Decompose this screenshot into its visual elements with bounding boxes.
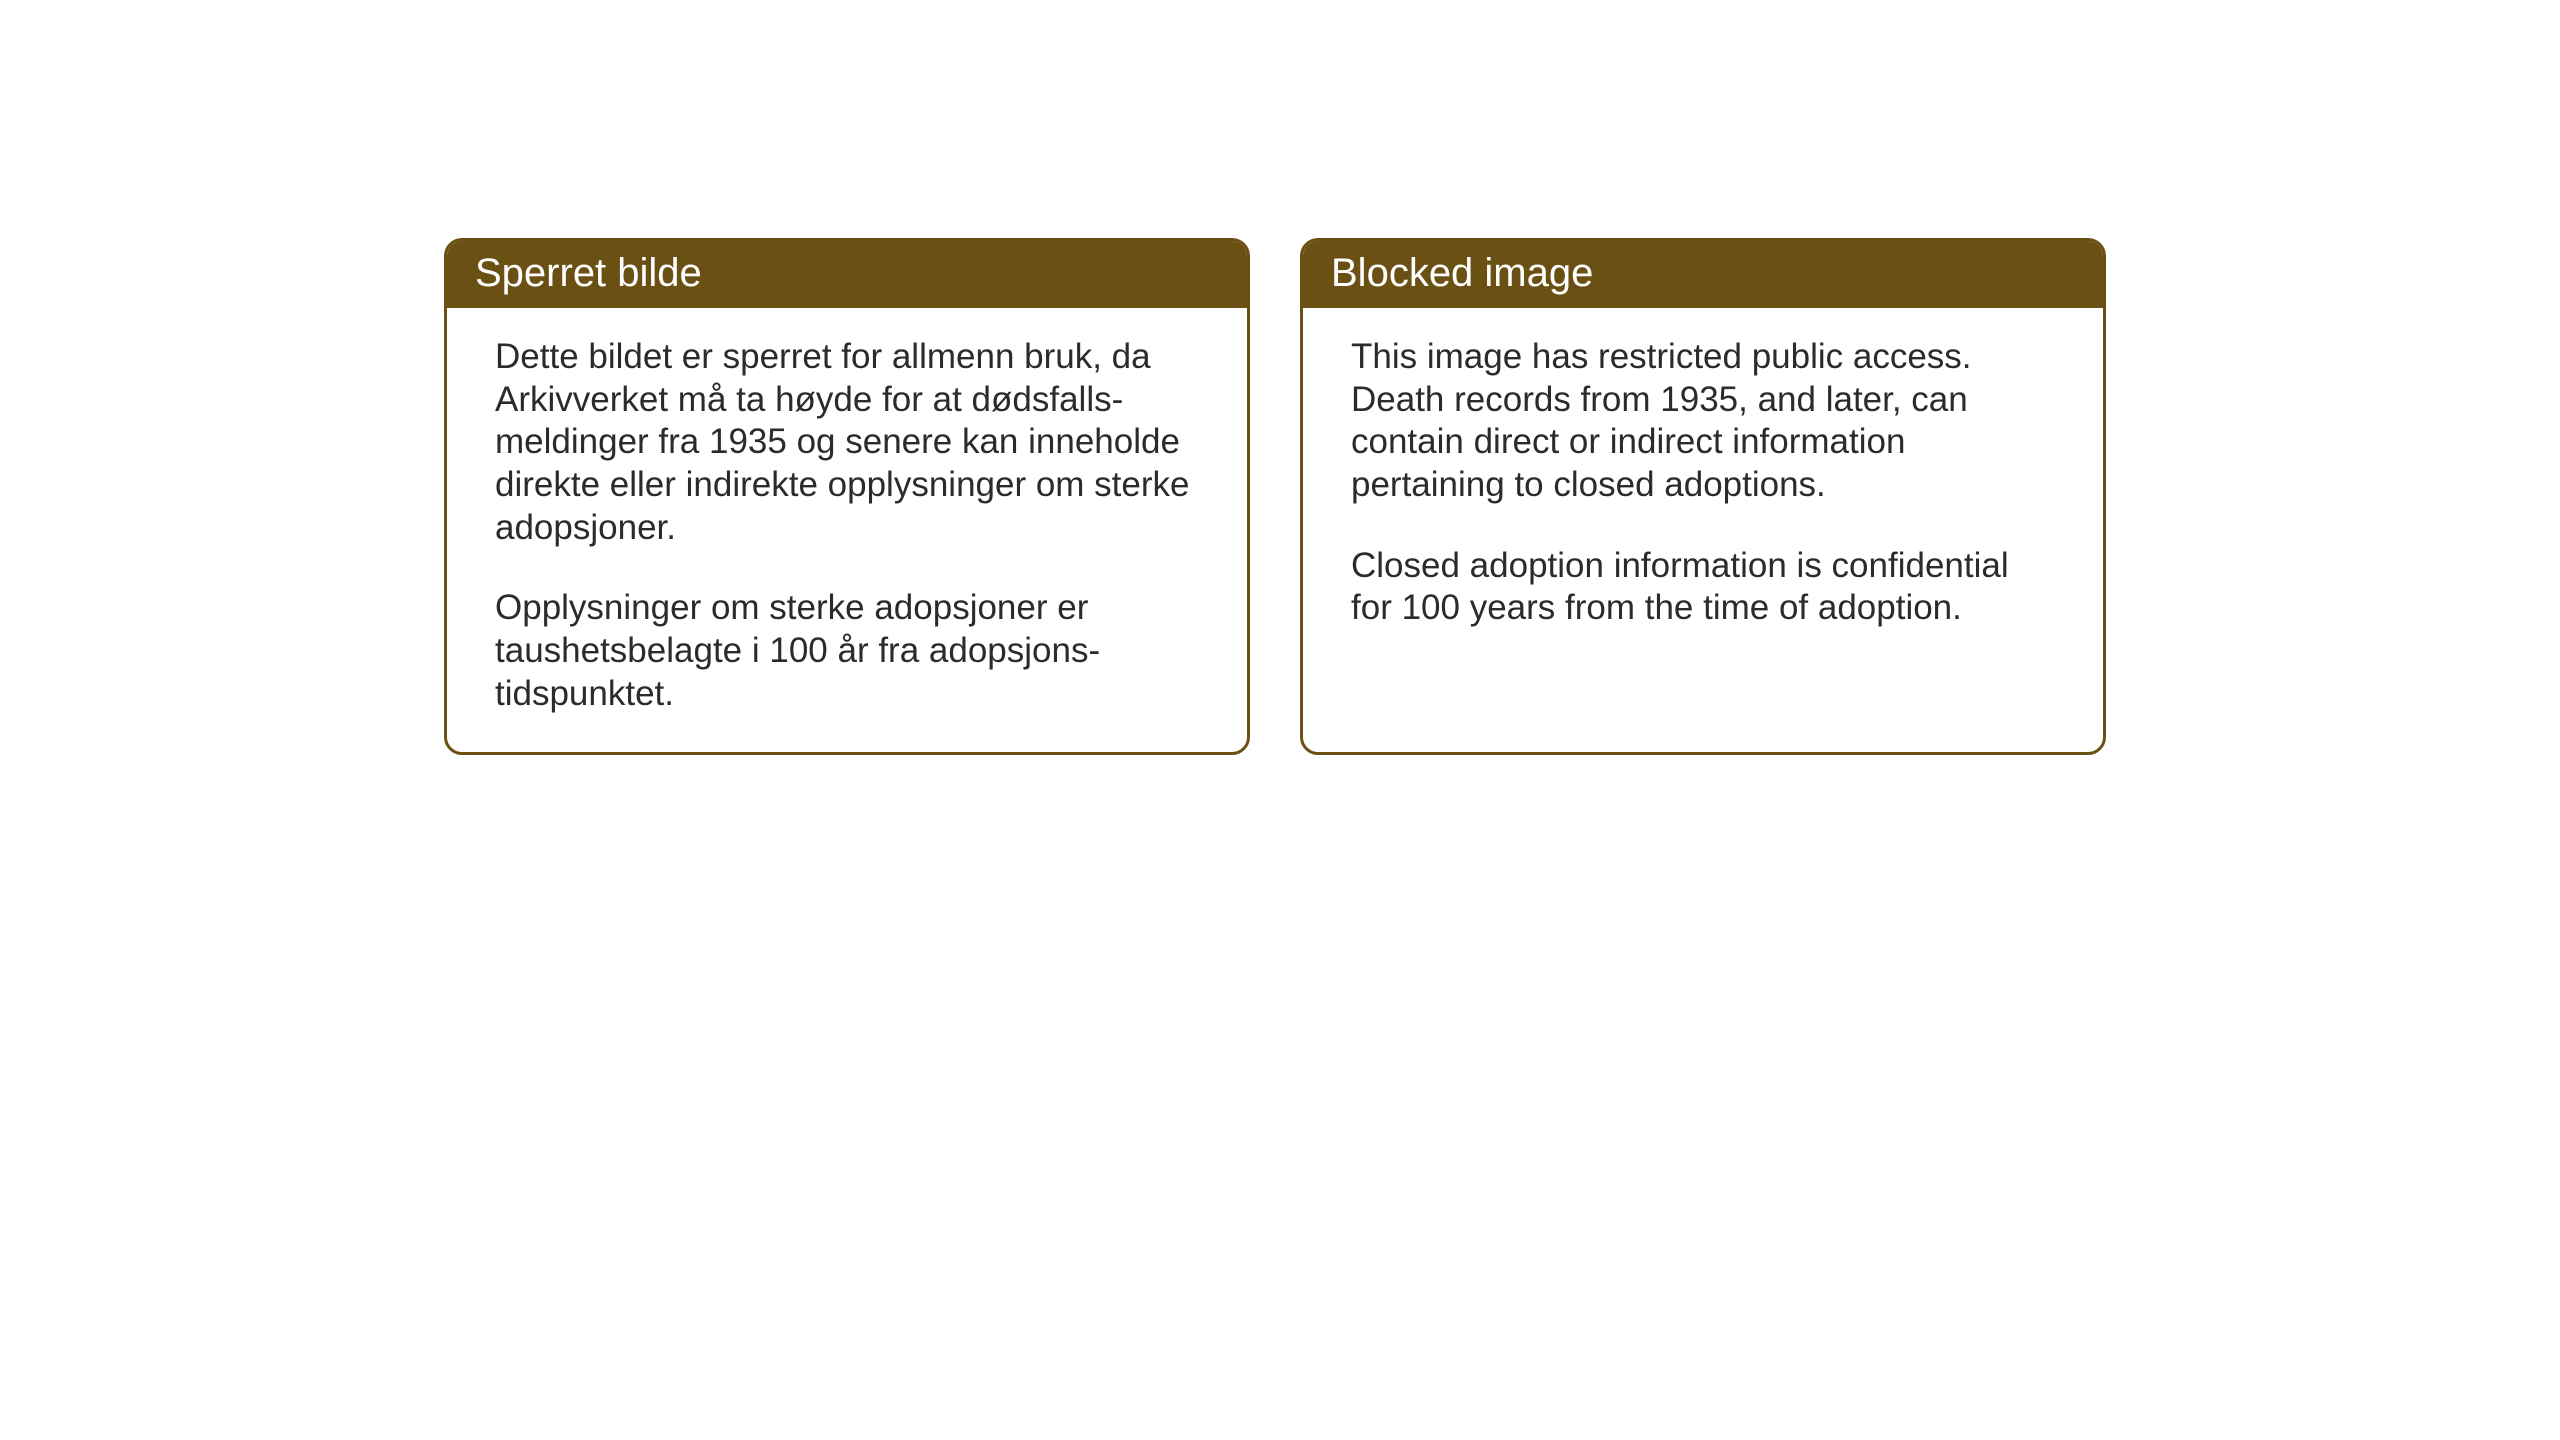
card-paragraph-2-english: Closed adoption information is confident…	[1351, 545, 2055, 630]
card-body-english: This image has restricted public access.…	[1303, 308, 2103, 748]
card-title-english: Blocked image	[1331, 251, 1593, 295]
card-header-english: Blocked image	[1303, 241, 2103, 308]
notice-card-norwegian: Sperret bilde Dette bildet er sperret fo…	[444, 238, 1250, 755]
card-paragraph-2-norwegian: Opplysninger om sterke adopsjoner er tau…	[495, 587, 1199, 715]
notice-card-english: Blocked image This image has restricted …	[1300, 238, 2106, 755]
card-body-norwegian: Dette bildet er sperret for allmenn bruk…	[447, 308, 1247, 752]
card-paragraph-1-english: This image has restricted public access.…	[1351, 336, 2055, 507]
card-title-norwegian: Sperret bilde	[475, 251, 702, 295]
notice-cards-container: Sperret bilde Dette bildet er sperret fo…	[444, 238, 2106, 755]
card-header-norwegian: Sperret bilde	[447, 241, 1247, 308]
card-paragraph-1-norwegian: Dette bildet er sperret for allmenn bruk…	[495, 336, 1199, 549]
